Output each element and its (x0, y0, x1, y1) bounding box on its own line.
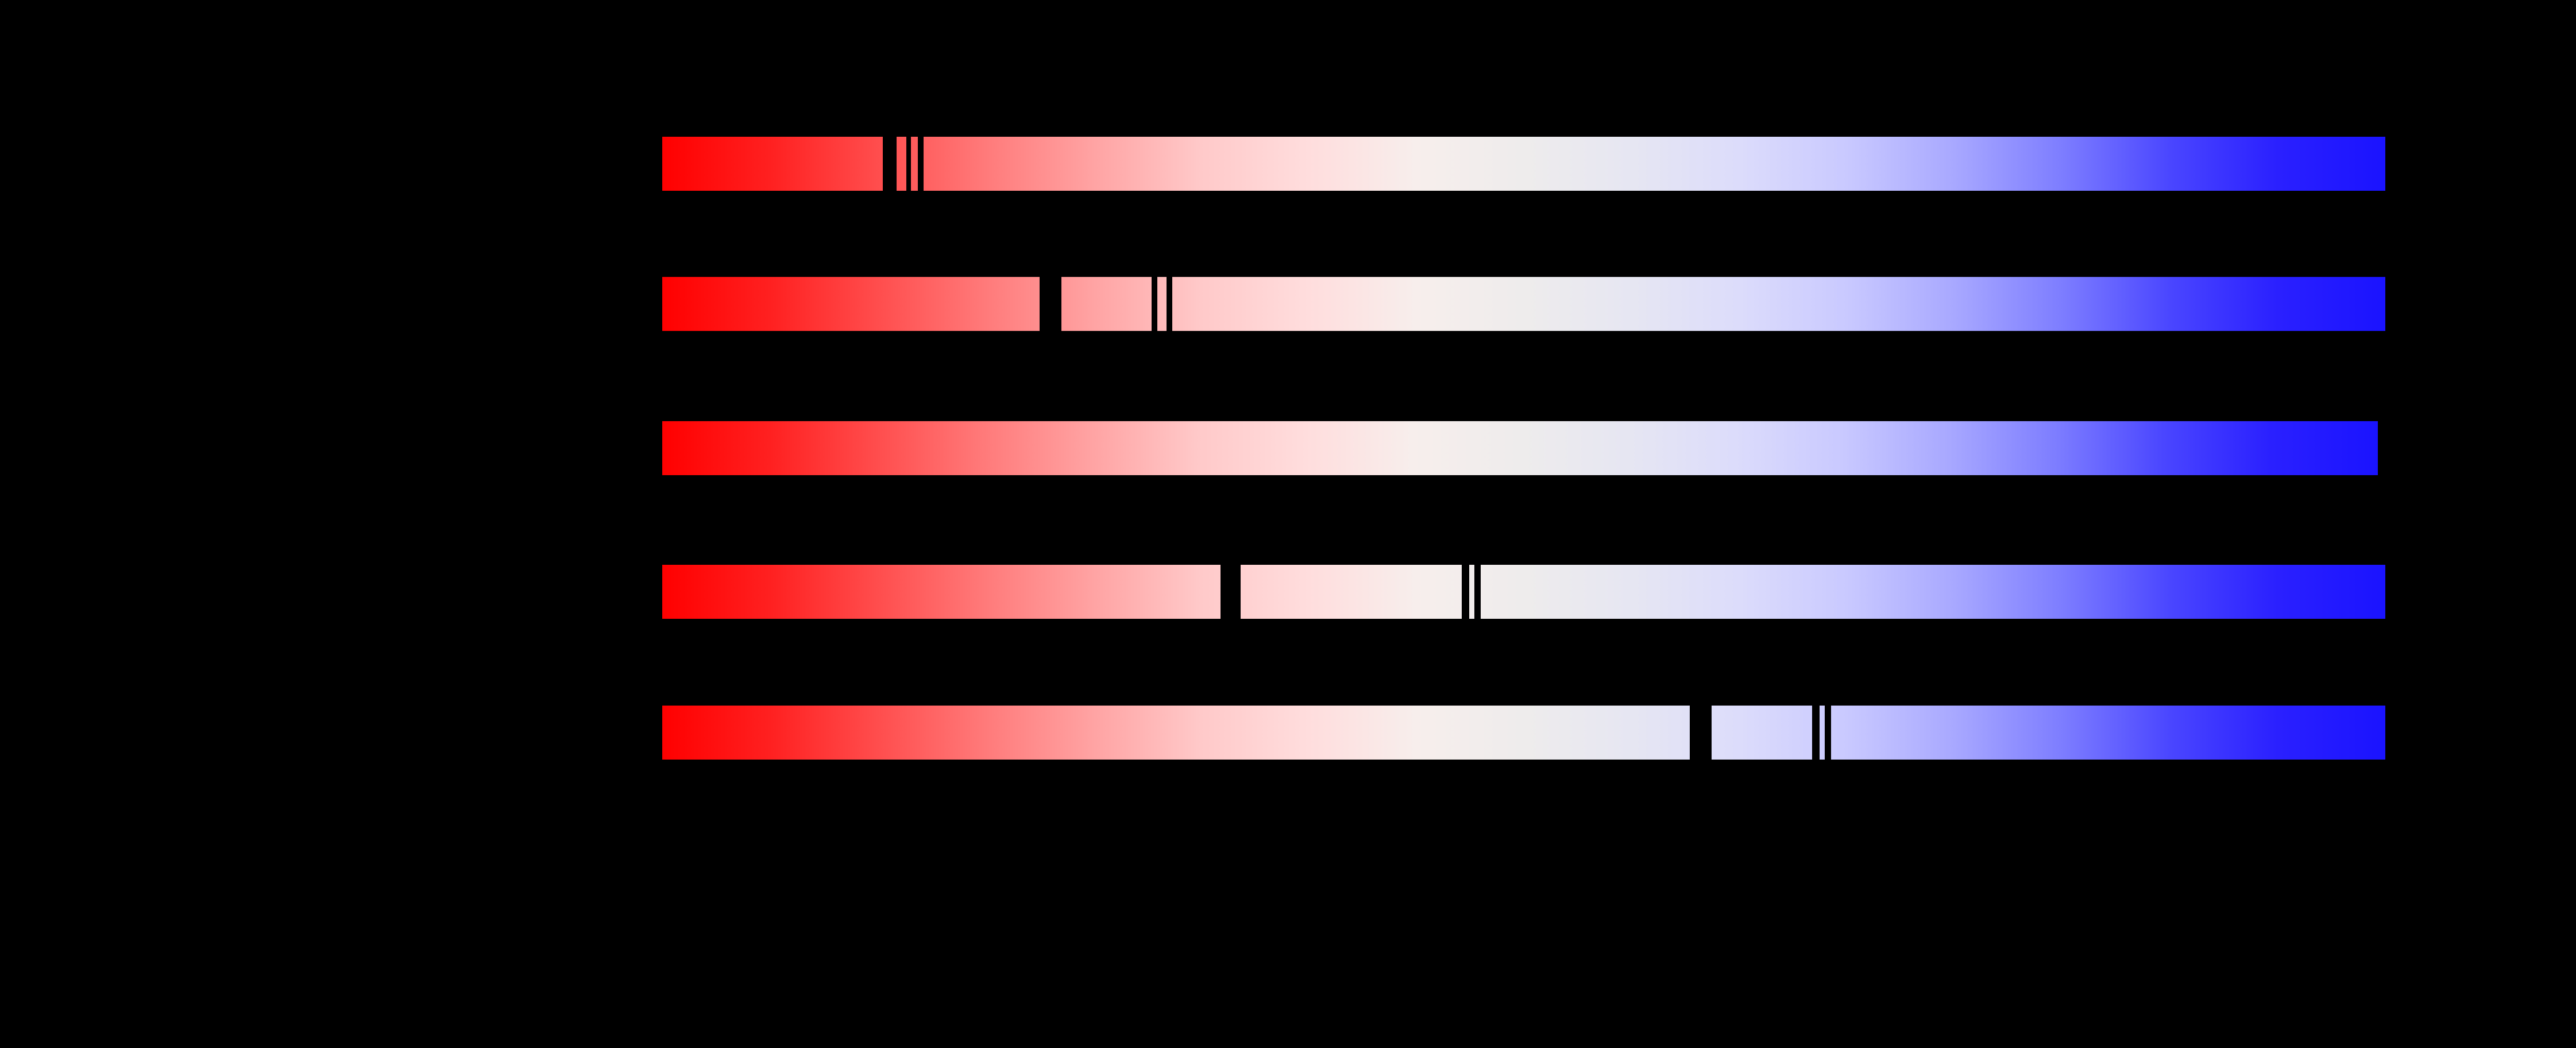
colorbar-segment (1157, 277, 1167, 331)
colorbar-segment (1061, 277, 1152, 331)
colorbar-segment (1481, 565, 2385, 619)
colorbar-segment (1172, 277, 2385, 331)
colorbar-segment (1469, 565, 1474, 619)
colorbar-row (0, 565, 2385, 619)
colorbar-segment (1820, 706, 1825, 760)
colorbar-row (0, 421, 2385, 475)
colorbar-segment (924, 137, 2385, 191)
colorbar-segment (1831, 706, 2385, 760)
colorbar-segment (1241, 565, 1462, 619)
colorbar-row (0, 706, 2385, 760)
colorbar-segment (662, 706, 1690, 760)
colorbar-segment (897, 137, 906, 191)
colorbar-segment (911, 137, 918, 191)
colorbar-segment (662, 565, 1221, 619)
colorbar-segment (662, 421, 2378, 475)
row-label-gutter (0, 0, 662, 1048)
colorbar-row (0, 277, 2385, 331)
colorbar-segment (662, 137, 883, 191)
colorbar-segment (1712, 706, 1812, 760)
colorbar-row (0, 137, 2385, 191)
colorbar-segment (662, 277, 1040, 331)
